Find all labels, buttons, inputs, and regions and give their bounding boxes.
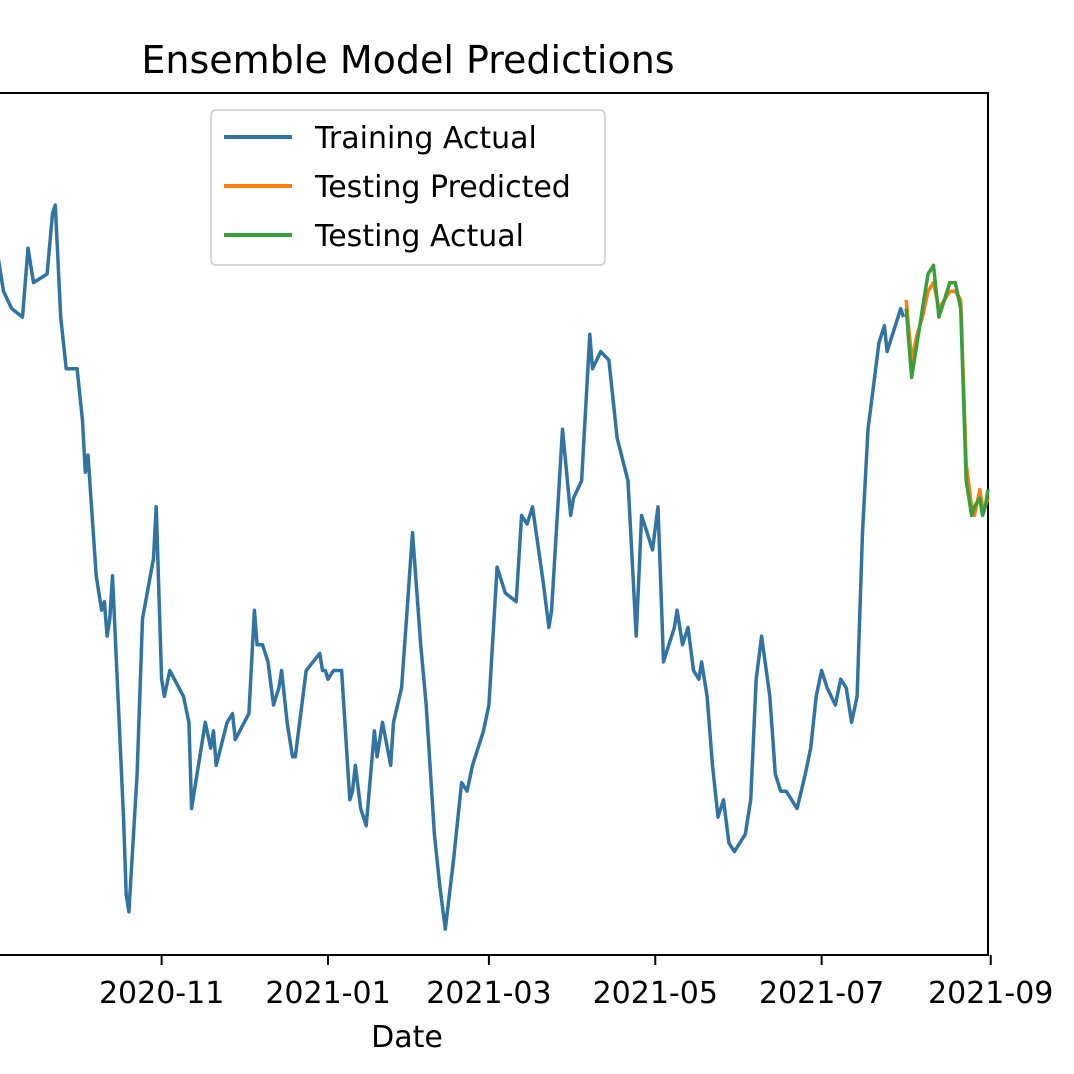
x-tick-label: 2020-11 <box>99 976 224 1011</box>
x-tick-label: 2021-01 <box>265 976 390 1011</box>
series-line-testing-actual <box>904 263 990 518</box>
legend-box <box>210 109 606 266</box>
x-axis-label: Date <box>371 1020 443 1055</box>
x-axis: 2020-11 2021-01 2021-03 2021-05 2021-07 2021-… <box>99 955 1053 1011</box>
series-layer <box>0 203 990 931</box>
series-line-training-actual <box>0 203 906 931</box>
chart-title: Ensemble Model Predictions <box>141 38 674 82</box>
legend-label-training-actual: Training Actual <box>314 121 537 156</box>
x-tick-label: 2021-07 <box>759 976 884 1011</box>
x-tick-label: 2021-09 <box>928 976 1053 1011</box>
legend: Training Actual Testing Predicted Testin… <box>210 109 606 266</box>
x-tick-label: 2021-03 <box>426 976 551 1011</box>
legend-label-testing-predicted: Testing Predicted <box>314 170 571 205</box>
x-tick-label: 2021-05 <box>593 976 718 1011</box>
legend-label-testing-actual: Testing Actual <box>314 219 524 254</box>
